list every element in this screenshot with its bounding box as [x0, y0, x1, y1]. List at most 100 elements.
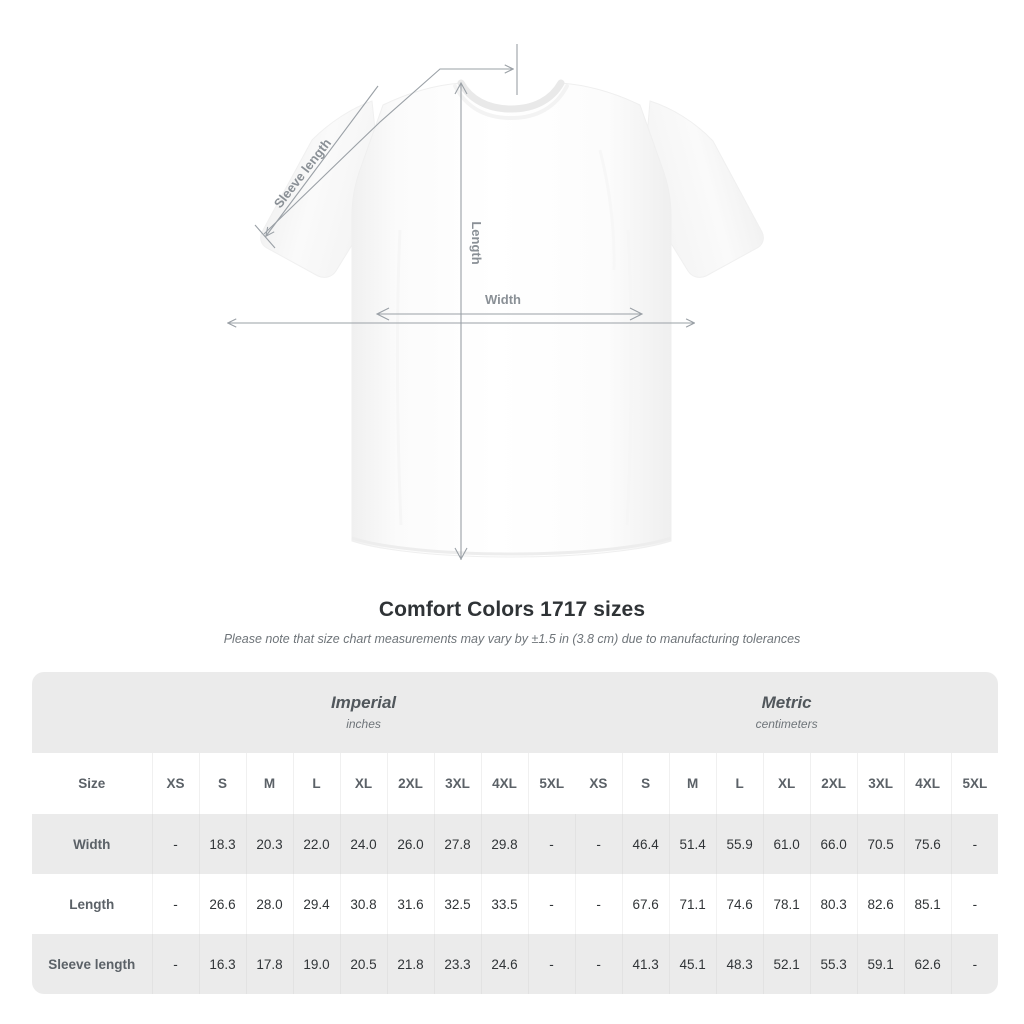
header-imperial-2xl: 2XL — [387, 753, 435, 814]
header-imperial-l: L — [293, 753, 341, 814]
cell-length-metric-l: 74.6 — [716, 874, 764, 934]
cell-length-imperial-s: 26.6 — [199, 874, 247, 934]
cell-width-metric-3xl: 70.5 — [857, 814, 905, 874]
cell-sleeve-metric-5xl: - — [951, 934, 999, 994]
unit-name-metric: Metric — [761, 693, 812, 713]
unit-sub-imperial: inches — [346, 716, 381, 731]
cell-sleeve-imperial-m: 17.8 — [246, 934, 294, 994]
tolerance-note: Please note that size chart measurements… — [223, 632, 801, 646]
cell-length-imperial-m: 28.0 — [246, 874, 294, 934]
header-metric-s: S — [622, 753, 670, 814]
cell-sleeve-metric-m: 45.1 — [669, 934, 717, 994]
cell-width-imperial-xs: - — [152, 814, 200, 874]
length-label: Length — [469, 221, 484, 264]
row-label-width: Width — [32, 814, 153, 874]
tshirt-illustration: Sleeve length Length Width — [0, 44, 764, 561]
cell-width-imperial-2xl: 26.0 — [387, 814, 435, 874]
cell-width-metric-2xl: 66.0 — [810, 814, 858, 874]
cell-sleeve-imperial-4xl: 24.6 — [481, 934, 529, 994]
table-row-sleeve-length: Sleeve length - 16.3 17.8 19.0 20.5 21.8… — [32, 934, 999, 994]
cell-length-imperial-2xl: 31.6 — [387, 874, 435, 934]
cell-sleeve-imperial-xl: 20.5 — [340, 934, 388, 994]
header-imperial-xl: XL — [340, 753, 388, 814]
cell-length-metric-2xl: 80.3 — [810, 874, 858, 934]
cell-sleeve-imperial-3xl: 23.3 — [434, 934, 482, 994]
cell-sleeve-imperial-2xl: 21.8 — [387, 934, 435, 994]
unit-cell-imperial: Imperial inches — [152, 672, 576, 753]
cell-length-imperial-l: 29.4 — [293, 874, 341, 934]
cell-sleeve-imperial-s: 16.3 — [199, 934, 247, 994]
cell-width-imperial-5xl: - — [528, 814, 576, 874]
header-metric-xs: XS — [575, 753, 623, 814]
size-chart-table: Imperial inches Metric centimeters Size … — [32, 672, 999, 994]
cell-length-metric-s: 67.6 — [622, 874, 670, 934]
unit-cell-metric: Metric centimeters — [575, 672, 999, 753]
cell-width-imperial-4xl: 29.8 — [481, 814, 529, 874]
cell-length-metric-xl: 78.1 — [763, 874, 811, 934]
cell-sleeve-metric-4xl: 62.6 — [904, 934, 952, 994]
cell-width-imperial-l: 22.0 — [293, 814, 341, 874]
chart-heading-block: Comfort Colors 1717 sizes Please note th… — [0, 598, 1024, 646]
header-imperial-xs: XS — [152, 753, 200, 814]
cell-width-metric-5xl: - — [951, 814, 999, 874]
header-imperial-s: S — [199, 753, 247, 814]
cell-sleeve-metric-l: 48.3 — [716, 934, 764, 994]
header-imperial-3xl: 3XL — [434, 753, 482, 814]
header-metric-5xl: 5XL — [951, 753, 999, 814]
row-label-length: Length — [32, 874, 153, 934]
cell-length-imperial-3xl: 32.5 — [434, 874, 482, 934]
cell-length-metric-5xl: - — [951, 874, 999, 934]
row-label-sleeve-length: Sleeve length — [32, 934, 153, 994]
cell-sleeve-metric-xs: - — [575, 934, 623, 994]
cell-width-metric-s: 46.4 — [622, 814, 670, 874]
cell-width-metric-l: 55.9 — [716, 814, 764, 874]
page-title: Comfort Colors 1717 sizes — [378, 598, 646, 621]
shirt-body-shape — [260, 79, 764, 558]
header-size-label: Size — [32, 753, 153, 814]
length-annotation: Length — [228, 81, 694, 561]
width-annotation: Width — [375, 292, 644, 321]
unit-header-row: Imperial inches Metric centimeters — [32, 672, 999, 753]
cell-width-imperial-m: 20.3 — [246, 814, 294, 874]
header-imperial-5xl: 5XL — [528, 753, 576, 814]
cell-length-imperial-4xl: 33.5 — [481, 874, 529, 934]
cell-length-metric-xs: - — [575, 874, 623, 934]
cell-width-imperial-xl: 24.0 — [340, 814, 388, 874]
cell-width-metric-m: 51.4 — [669, 814, 717, 874]
unit-sub-metric: centimeters — [755, 716, 818, 731]
cell-length-metric-3xl: 82.6 — [857, 874, 905, 934]
header-metric-m: M — [669, 753, 717, 814]
width-label: Width — [485, 292, 521, 307]
cell-width-metric-xs: - — [575, 814, 623, 874]
cell-width-imperial-3xl: 27.8 — [434, 814, 482, 874]
table-row-width: Width - 18.3 20.3 22.0 24.0 26.0 27.8 29… — [32, 814, 999, 874]
cell-length-imperial-5xl: - — [528, 874, 576, 934]
header-metric-2xl: 2XL — [810, 753, 858, 814]
table-row-length: Length - 26.6 28.0 29.4 30.8 31.6 32.5 3… — [32, 874, 999, 934]
tshirt-diagram: Sleeve length Length Width — [0, 44, 764, 561]
cell-sleeve-metric-xl: 52.1 — [763, 934, 811, 994]
cell-width-imperial-s: 18.3 — [199, 814, 247, 874]
cell-sleeve-metric-3xl: 59.1 — [857, 934, 905, 994]
cell-width-metric-4xl: 75.6 — [904, 814, 952, 874]
cell-length-imperial-xl: 30.8 — [340, 874, 388, 934]
header-metric-xl: XL — [763, 753, 811, 814]
cell-sleeve-imperial-xs: - — [152, 934, 200, 994]
cell-sleeve-imperial-l: 19.0 — [293, 934, 341, 994]
cell-length-metric-m: 71.1 — [669, 874, 717, 934]
size-header-row: Size XS S M L XL 2XL 3XL 4XL 5XL XS S M … — [32, 753, 999, 814]
header-metric-4xl: 4XL — [904, 753, 952, 814]
header-metric-3xl: 3XL — [857, 753, 905, 814]
header-imperial-m: M — [246, 753, 294, 814]
cell-length-imperial-xs: - — [152, 874, 200, 934]
cell-length-metric-4xl: 85.1 — [904, 874, 952, 934]
cell-sleeve-metric-2xl: 55.3 — [810, 934, 858, 994]
header-metric-l: L — [716, 753, 764, 814]
cell-width-metric-xl: 61.0 — [763, 814, 811, 874]
header-imperial-4xl: 4XL — [481, 753, 529, 814]
cell-sleeve-imperial-5xl: - — [528, 934, 576, 994]
unit-name-imperial: Imperial — [330, 693, 397, 713]
cell-sleeve-metric-s: 41.3 — [622, 934, 670, 994]
size-chart-table-wrapper: Imperial inches Metric centimeters Size … — [32, 672, 999, 994]
unit-spacer — [32, 672, 152, 753]
